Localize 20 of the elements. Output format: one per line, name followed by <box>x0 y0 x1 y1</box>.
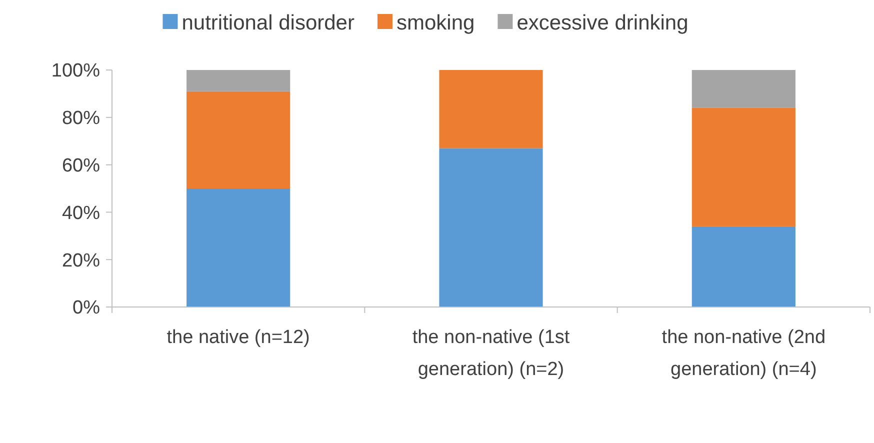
legend-label: smoking <box>396 11 475 34</box>
legend-label: excessive drinking <box>516 11 688 34</box>
legend-label: nutritional disorder <box>182 11 354 34</box>
bar <box>439 148 543 307</box>
x-tick-label: the non-native (2nd generation) (n=4) <box>662 327 826 380</box>
bar <box>692 108 796 226</box>
bar <box>692 226 796 307</box>
y-tick-label: 60% <box>62 155 100 176</box>
y-tick-label: 100% <box>51 60 100 82</box>
bar <box>186 188 290 307</box>
bar <box>186 70 290 92</box>
x-tick-label: the native (n=12) <box>166 327 310 348</box>
y-tick-label: 0% <box>72 298 100 319</box>
y-tick-label: 20% <box>62 250 100 272</box>
x-tick-label: the non-native (1st generation) (n=2) <box>412 327 570 380</box>
bar <box>439 70 543 148</box>
y-tick-label: 80% <box>62 108 100 130</box>
bar <box>186 91 290 188</box>
y-tick-label: 40% <box>62 202 100 224</box>
bar <box>692 70 796 108</box>
